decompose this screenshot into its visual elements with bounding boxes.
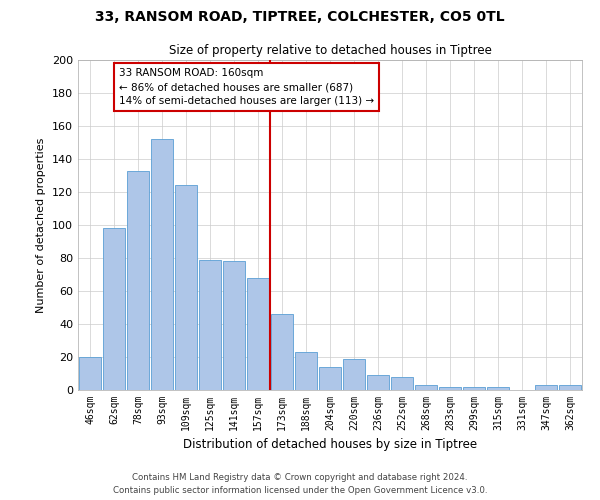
Bar xyxy=(103,228,125,390)
Bar xyxy=(175,186,197,390)
X-axis label: Distribution of detached houses by size in Tiptree: Distribution of detached houses by size … xyxy=(183,438,477,452)
Bar xyxy=(391,377,413,390)
Bar xyxy=(79,357,101,390)
Bar xyxy=(439,386,461,390)
Title: Size of property relative to detached houses in Tiptree: Size of property relative to detached ho… xyxy=(169,44,491,58)
Y-axis label: Number of detached properties: Number of detached properties xyxy=(37,138,46,312)
Text: 33 RANSOM ROAD: 160sqm
← 86% of detached houses are smaller (687)
14% of semi-de: 33 RANSOM ROAD: 160sqm ← 86% of detached… xyxy=(119,68,374,106)
Bar xyxy=(463,386,485,390)
Bar xyxy=(247,278,269,390)
Bar xyxy=(199,260,221,390)
Text: 33, RANSOM ROAD, TIPTREE, COLCHESTER, CO5 0TL: 33, RANSOM ROAD, TIPTREE, COLCHESTER, CO… xyxy=(95,10,505,24)
Text: Contains HM Land Registry data © Crown copyright and database right 2024.
Contai: Contains HM Land Registry data © Crown c… xyxy=(113,473,487,495)
Bar xyxy=(151,139,173,390)
Bar xyxy=(559,385,581,390)
Bar xyxy=(271,314,293,390)
Bar xyxy=(127,170,149,390)
Bar xyxy=(343,358,365,390)
Bar xyxy=(415,385,437,390)
Bar xyxy=(535,385,557,390)
Bar xyxy=(367,375,389,390)
Bar xyxy=(223,262,245,390)
Bar xyxy=(295,352,317,390)
Bar xyxy=(487,386,509,390)
Bar xyxy=(319,367,341,390)
